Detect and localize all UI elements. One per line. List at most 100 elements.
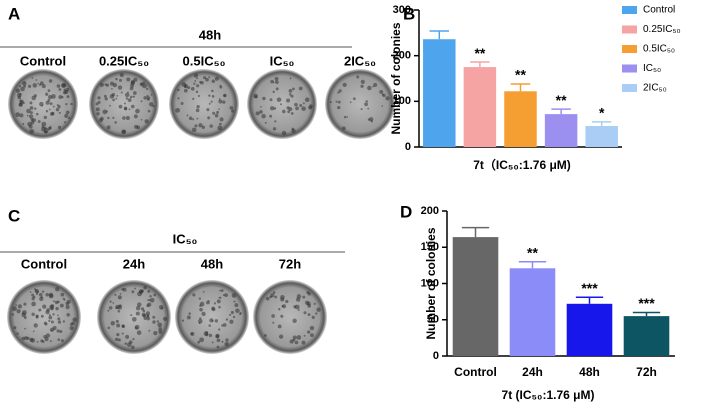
colony	[51, 94, 56, 99]
colony	[63, 121, 66, 124]
colony	[45, 110, 49, 113]
colony	[131, 345, 135, 350]
colony	[114, 293, 117, 296]
colony	[261, 114, 266, 119]
colony	[57, 317, 61, 321]
colony	[294, 340, 299, 345]
colony	[20, 86, 25, 92]
colony	[156, 320, 160, 323]
photo-label: 72h	[279, 256, 301, 271]
colony	[133, 114, 138, 119]
colony	[329, 101, 332, 104]
colony	[15, 304, 17, 306]
bar	[585, 125, 618, 147]
colony	[41, 290, 45, 293]
colony	[280, 294, 285, 300]
colony	[162, 316, 168, 322]
colony	[130, 83, 135, 88]
colony	[110, 321, 116, 326]
colony	[150, 93, 153, 96]
y-tick-label: 0	[405, 141, 411, 153]
colony	[145, 311, 151, 316]
colony	[196, 117, 199, 120]
colony	[107, 326, 111, 330]
colony	[294, 304, 300, 310]
colony	[218, 99, 223, 104]
legend-label: IC₅₀	[643, 63, 661, 74]
colony	[211, 341, 214, 344]
colony	[123, 102, 126, 105]
colony	[115, 306, 118, 310]
colony	[212, 111, 216, 115]
y-tick-label: 150	[421, 241, 439, 253]
colony	[197, 340, 201, 344]
colony	[33, 323, 38, 328]
colony	[253, 93, 258, 99]
colony	[15, 88, 21, 93]
dish	[325, 69, 395, 139]
colony	[13, 326, 17, 330]
colony	[124, 342, 128, 346]
colony	[229, 106, 234, 110]
colony	[360, 84, 364, 88]
colony	[49, 340, 52, 343]
colony	[281, 130, 287, 136]
y-tick-label: 300	[393, 4, 411, 16]
colony	[278, 307, 281, 311]
colony	[198, 319, 203, 324]
colony	[234, 303, 239, 308]
colony	[15, 112, 20, 117]
colony	[364, 102, 368, 107]
colony	[219, 289, 221, 292]
colony	[122, 116, 126, 120]
colony	[117, 85, 123, 90]
colony	[152, 320, 156, 324]
colony	[35, 292, 38, 295]
x-axis-label: 7t（IC₅₀:1.76 μM)	[473, 157, 571, 172]
colony	[385, 96, 390, 101]
colony	[116, 333, 120, 337]
colony	[313, 302, 316, 305]
colony	[11, 313, 14, 316]
panel-letter: D	[400, 202, 412, 221]
colony	[50, 320, 54, 324]
colony	[132, 338, 135, 341]
colony	[215, 334, 220, 339]
colony	[197, 94, 201, 98]
colony	[352, 97, 356, 101]
colony	[216, 338, 221, 343]
colony	[56, 84, 61, 88]
colony	[95, 102, 99, 106]
colony	[365, 100, 368, 103]
colony	[199, 337, 204, 343]
colony	[145, 87, 149, 91]
photo-label: 48h	[201, 256, 223, 271]
colony	[218, 296, 221, 299]
colony	[32, 295, 36, 299]
colony	[196, 77, 198, 80]
colony	[58, 95, 63, 99]
colony	[270, 106, 275, 111]
colony	[23, 316, 27, 320]
colony	[112, 98, 115, 102]
colony	[46, 308, 50, 312]
colony	[309, 104, 313, 108]
colony	[294, 102, 298, 107]
colony	[123, 106, 128, 111]
colony	[66, 299, 71, 304]
x-tick-label: Control	[454, 365, 497, 379]
colony	[59, 303, 64, 308]
colony	[222, 323, 227, 327]
colony	[29, 101, 33, 105]
colony	[218, 108, 220, 111]
colony	[26, 336, 30, 340]
colony	[219, 117, 224, 122]
panel-letter: B	[403, 4, 415, 23]
legend-swatch	[622, 25, 637, 34]
colony	[135, 311, 140, 316]
colony	[278, 334, 284, 339]
colony	[112, 82, 118, 88]
colony	[274, 120, 277, 123]
colony	[302, 295, 306, 299]
colony	[342, 82, 347, 87]
